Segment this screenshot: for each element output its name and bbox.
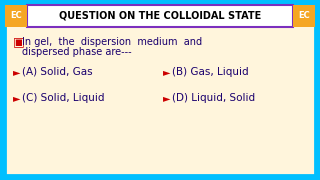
Text: (B) Gas, Liquid: (B) Gas, Liquid: [172, 67, 249, 77]
Text: ►: ►: [13, 67, 20, 77]
Text: ►: ►: [163, 93, 171, 103]
Text: (A) Solid, Gas: (A) Solid, Gas: [22, 67, 92, 77]
Text: ▣: ▣: [13, 35, 25, 48]
Text: QUESTION ON THE COLLOIDAL STATE: QUESTION ON THE COLLOIDAL STATE: [59, 11, 261, 21]
Text: EC: EC: [298, 12, 310, 21]
Text: (C) Solid, Liquid: (C) Solid, Liquid: [22, 93, 105, 103]
Bar: [27, 5, 293, 27]
Bar: [293, 5, 315, 27]
Text: dispersed phase are---: dispersed phase are---: [22, 47, 132, 57]
Text: EC: EC: [10, 12, 22, 21]
Text: ►: ►: [13, 93, 20, 103]
Bar: [5, 5, 27, 27]
Text: In gel,  the  dispersion  medium  and: In gel, the dispersion medium and: [22, 37, 202, 47]
Text: ►: ►: [163, 67, 171, 77]
Text: (D) Liquid, Solid: (D) Liquid, Solid: [172, 93, 255, 103]
